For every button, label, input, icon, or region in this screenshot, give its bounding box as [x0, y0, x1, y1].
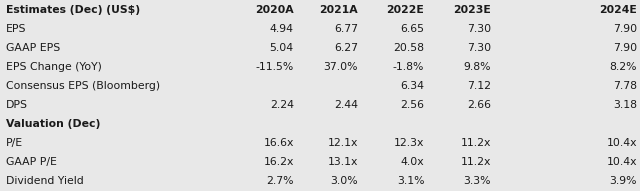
Text: Valuation (Dec): Valuation (Dec) [6, 119, 100, 129]
Text: P/E: P/E [6, 138, 23, 148]
Text: 20.58: 20.58 [394, 43, 424, 53]
Text: 3.1%: 3.1% [397, 176, 424, 186]
Text: 3.18: 3.18 [613, 100, 637, 110]
Text: GAAP EPS: GAAP EPS [6, 43, 60, 53]
Text: 4.94: 4.94 [270, 24, 294, 34]
Text: 2.24: 2.24 [270, 100, 294, 110]
Text: 11.2x: 11.2x [461, 138, 491, 148]
Text: 2022E: 2022E [387, 5, 424, 15]
Text: 2.44: 2.44 [334, 100, 358, 110]
Text: 6.77: 6.77 [334, 24, 358, 34]
Text: 9.8%: 9.8% [463, 62, 491, 72]
Text: 7.30: 7.30 [467, 24, 491, 34]
Text: Consensus EPS (Bloomberg): Consensus EPS (Bloomberg) [6, 81, 160, 91]
Text: 2020A: 2020A [255, 5, 294, 15]
Text: EPS: EPS [6, 24, 26, 34]
Text: 16.6x: 16.6x [264, 138, 294, 148]
Text: 37.0%: 37.0% [323, 62, 358, 72]
Text: 3.0%: 3.0% [330, 176, 358, 186]
Text: 7.90: 7.90 [612, 24, 637, 34]
Text: 5.04: 5.04 [269, 43, 294, 53]
Text: 2.56: 2.56 [401, 100, 424, 110]
Text: 2023E: 2023E [453, 5, 491, 15]
Text: 13.1x: 13.1x [328, 157, 358, 167]
Text: 2024E: 2024E [599, 5, 637, 15]
Text: 11.2x: 11.2x [461, 157, 491, 167]
Text: -11.5%: -11.5% [255, 62, 294, 72]
Text: 2021A: 2021A [319, 5, 358, 15]
Text: 10.4x: 10.4x [606, 138, 637, 148]
Text: 8.2%: 8.2% [609, 62, 637, 72]
Text: DPS: DPS [6, 100, 28, 110]
Text: 16.2x: 16.2x [264, 157, 294, 167]
Text: 2.7%: 2.7% [266, 176, 294, 186]
Text: 7.12: 7.12 [467, 81, 491, 91]
Text: 7.90: 7.90 [612, 43, 637, 53]
Text: 6.27: 6.27 [334, 43, 358, 53]
Text: 6.34: 6.34 [401, 81, 424, 91]
Text: Dividend Yield: Dividend Yield [6, 176, 83, 186]
Text: GAAP P/E: GAAP P/E [6, 157, 56, 167]
Text: 4.0x: 4.0x [401, 157, 424, 167]
Text: 2.66: 2.66 [467, 100, 491, 110]
Text: 12.1x: 12.1x [328, 138, 358, 148]
Text: 3.9%: 3.9% [609, 176, 637, 186]
Text: 6.65: 6.65 [401, 24, 424, 34]
Text: Estimates (Dec) (US$): Estimates (Dec) (US$) [6, 5, 140, 15]
Text: 3.3%: 3.3% [463, 176, 491, 186]
Text: 12.3x: 12.3x [394, 138, 424, 148]
Text: 10.4x: 10.4x [606, 157, 637, 167]
Text: -1.8%: -1.8% [393, 62, 424, 72]
Text: 7.30: 7.30 [467, 43, 491, 53]
Text: EPS Change (YoY): EPS Change (YoY) [6, 62, 102, 72]
Text: 7.78: 7.78 [613, 81, 637, 91]
